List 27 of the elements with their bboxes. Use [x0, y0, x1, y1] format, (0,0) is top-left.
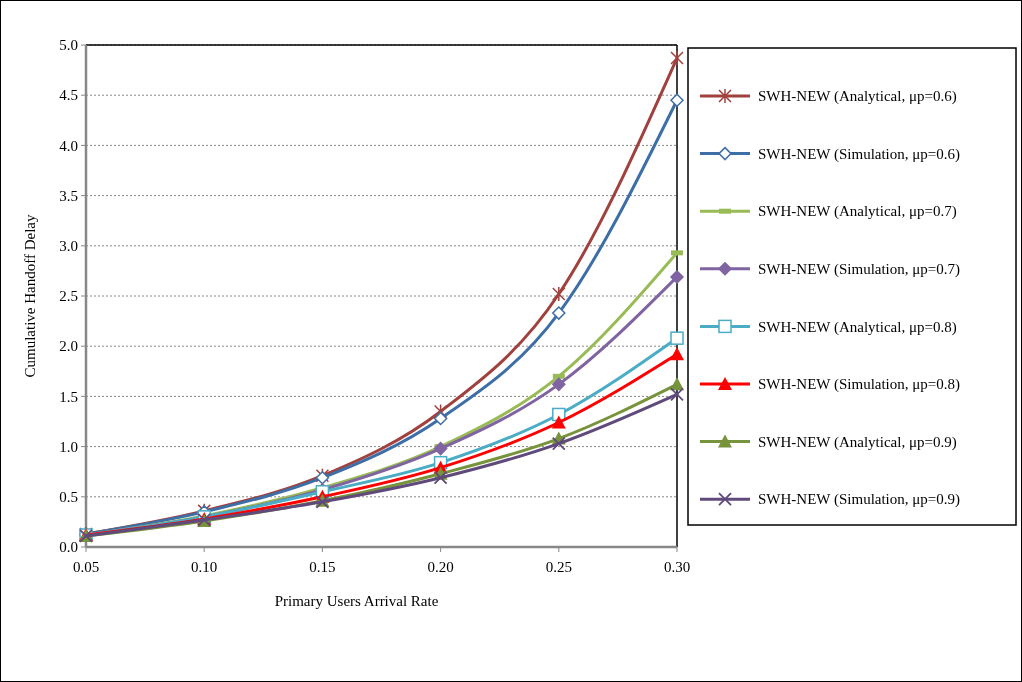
legend-label: SWH-NEW (Analytical, μp=0.6)	[758, 88, 957, 106]
legend-label: SWH-NEW (Simulation, μp=0.9)	[758, 491, 961, 509]
legend-label: SWH-NEW (Simulation, μp=0.6)	[758, 145, 961, 163]
y-tick-label: 4.0	[59, 137, 78, 154]
y-tick-label: 2.5	[59, 288, 78, 305]
legend-label: SWH-NEW (Analytical, μp=0.8)	[758, 318, 957, 336]
y-tick-label: 0.0	[59, 539, 78, 556]
y-tick-label: 3.0	[59, 238, 78, 255]
x-tick-label: 0.20	[427, 559, 454, 575]
y-axis-title: Cumulative Handoff Delay	[22, 213, 38, 378]
x-axis-title: Primary Users Arrival Rate	[274, 593, 439, 609]
y-tick-label: 4.5	[59, 87, 78, 104]
x-tick-label: 0.25	[545, 559, 572, 575]
y-tick-label: 2.0	[59, 338, 78, 355]
y-tick-label: 1.0	[59, 438, 78, 455]
legend-label: SWH-NEW (Analytical, μp=0.9)	[758, 433, 957, 451]
y-tick-label: 0.5	[59, 489, 78, 506]
y-tick-label: 1.5	[59, 388, 78, 405]
legend-label: SWH-NEW (Simulation, μp=0.7)	[758, 261, 961, 279]
x-tick-label: 0.10	[191, 559, 218, 575]
legend-label: SWH-NEW (Simulation, μp=0.8)	[758, 376, 961, 394]
y-tick-label: 5.0	[59, 37, 78, 54]
x-tick-label: 0.30	[663, 559, 691, 575]
legend-label: SWH-NEW (Analytical, μp=0.7)	[758, 203, 957, 221]
y-tick-label: 3.5	[59, 187, 78, 204]
x-tick-label: 0.05	[72, 559, 100, 575]
x-tick-label: 0.15	[309, 559, 336, 575]
